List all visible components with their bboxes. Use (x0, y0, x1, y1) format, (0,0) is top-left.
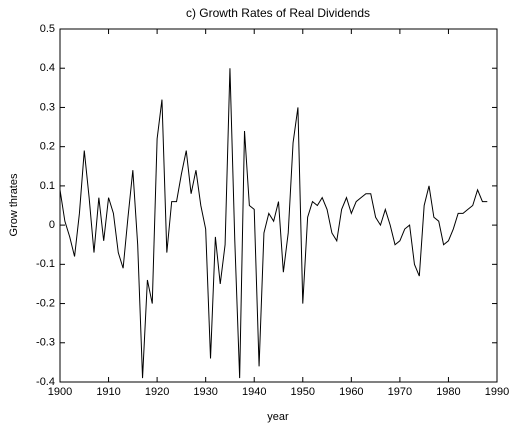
y-axis-label: Grow thrates (8, 173, 20, 236)
y-tick-label: -0.4 (36, 376, 55, 388)
x-tick-label: 1950 (291, 386, 315, 398)
y-tick-label: -0.2 (36, 297, 55, 309)
x-tick-label: 1900 (48, 386, 72, 398)
x-tick-label: 1940 (242, 386, 266, 398)
x-tick-label: 1990 (485, 386, 509, 398)
x-tick-label: 1970 (388, 386, 412, 398)
x-axis-label: year (267, 411, 289, 423)
x-tick-label: 1920 (145, 386, 169, 398)
data-line (59, 68, 488, 379)
chart-title: c) Growth Rates of Real Dividends (186, 6, 370, 20)
y-tick-label: -0.1 (36, 258, 55, 270)
x-tick-label: 1930 (193, 386, 217, 398)
y-tick-label: 0 (49, 219, 55, 231)
y-tick-label: -0.3 (36, 337, 55, 349)
y-tick-label: 0.1 (40, 180, 55, 192)
plot-frame (59, 28, 498, 383)
y-tick-label: 0.2 (40, 141, 55, 153)
x-tick-label: 1980 (436, 386, 460, 398)
x-tick-label: 1960 (339, 386, 363, 398)
x-tick-label: 1910 (96, 386, 120, 398)
y-tick-label: 0.4 (40, 62, 55, 74)
y-tick-label: 0.5 (40, 23, 55, 35)
y-tick-label: 0.3 (40, 101, 55, 113)
